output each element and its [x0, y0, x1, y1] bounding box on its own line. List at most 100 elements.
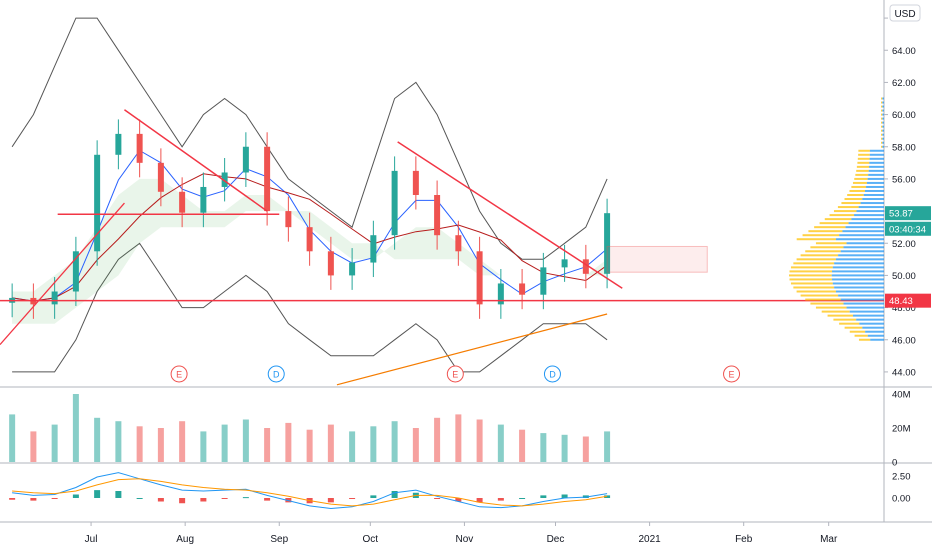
vp-bar-down [800, 294, 839, 297]
candle-body [285, 211, 292, 228]
vp-bar-up [869, 149, 884, 152]
macd-histogram-bar [327, 498, 334, 503]
candle-body [115, 133, 122, 155]
candle-body [242, 146, 249, 173]
trendline-down-1 [124, 109, 268, 212]
price-tick-label: 64.00 [892, 46, 916, 57]
vp-bar-down [819, 222, 849, 225]
price-tick-label: 52.00 [892, 239, 916, 250]
event-marker-e[interactable]: E [723, 365, 741, 383]
candle-body [561, 259, 568, 268]
volume-bar [497, 424, 504, 462]
vp-bar-down [881, 133, 883, 136]
vp-bar-up [835, 290, 884, 293]
candle-body [476, 251, 483, 305]
macd-histogram-bar [94, 490, 101, 498]
vp-bar-up [845, 226, 884, 229]
macd-histogram-bar [540, 495, 547, 498]
vp-bar-down [852, 181, 867, 184]
macd-histogram-bar [9, 498, 16, 500]
price-tick-label: 62.00 [892, 78, 916, 89]
vp-bar-down [855, 173, 869, 176]
vp-bar-down [844, 326, 863, 329]
vp-bar-up [882, 109, 884, 112]
vp-bar-down [789, 270, 833, 273]
vp-bar-down [849, 330, 866, 333]
macd-histogram-bar [115, 491, 122, 498]
candle-body [306, 227, 313, 252]
vp-bar-down [827, 314, 853, 317]
vp-bar-down [881, 117, 883, 120]
vp-bar-down [805, 250, 841, 253]
vp-bar-down [881, 109, 883, 112]
candle-body [221, 172, 228, 187]
time-tick-label: Feb [735, 534, 753, 545]
volume-bar [51, 424, 58, 462]
vp-bar-down [881, 125, 883, 128]
vp-bar-up [882, 141, 884, 144]
vp-bar-up [840, 298, 884, 301]
vp-bar-down [849, 189, 865, 192]
macd-histogram-bar [157, 498, 164, 502]
vp-bar-up [843, 246, 884, 249]
macd-tick-label: 2.50 [892, 472, 911, 483]
currency-badge[interactable]: USD [889, 4, 921, 22]
macd-histogram-bar [476, 498, 483, 503]
vp-bar-down [881, 97, 883, 100]
vp-bar-up [882, 105, 884, 108]
vp-bar-down [793, 286, 835, 289]
price-tag-label: 53.87 [889, 209, 913, 220]
trendlines [0, 109, 884, 346]
macd-tick-label: 0.00 [892, 494, 911, 505]
macd-histogram-bar [51, 498, 58, 499]
vp-bar-down [851, 185, 867, 188]
vp-bar-up [858, 206, 884, 209]
vp-bar-down [881, 105, 883, 108]
event-marker-d[interactable]: D [267, 365, 285, 383]
vp-bar-up [882, 137, 884, 140]
volume-tick-label: 0 [892, 458, 897, 469]
volume-profile [789, 97, 884, 341]
event-marker-label: E [452, 370, 458, 380]
vp-bar-up [869, 165, 884, 168]
candle-body [370, 235, 377, 263]
macd-histogram-bar [221, 498, 228, 499]
candle-body [200, 186, 207, 213]
vp-bar-down [810, 302, 844, 305]
vp-bar-up [834, 286, 884, 289]
time-tick-label: Jul [85, 534, 98, 545]
vp-bar-up [882, 113, 884, 116]
price-tag: 48.43 [885, 293, 931, 308]
event-marker-label: E [176, 370, 182, 380]
vp-bar-down [793, 262, 835, 265]
event-marker-d[interactable]: D [543, 365, 561, 383]
target-zone [606, 245, 708, 273]
macd-histogram-bar [497, 498, 504, 501]
candle-body [434, 195, 441, 236]
candlestick-series [9, 119, 611, 319]
vp-bar-up [870, 338, 884, 341]
volume-tick-label: 20M [892, 424, 911, 435]
vp-bar-down [808, 230, 843, 233]
upper-band [11, 17, 608, 260]
price-tick-label: 60.00 [892, 110, 916, 121]
price-tag-label: 48.43 [889, 296, 913, 307]
vp-bar-up [839, 234, 884, 237]
vp-bar-up [868, 173, 884, 176]
vp-bar-down [847, 194, 864, 196]
price-tick-label: 44.00 [892, 367, 916, 378]
event-marker-e[interactable]: E [446, 365, 464, 383]
vp-bar-up [860, 202, 884, 205]
vp-bar-up [869, 161, 884, 164]
vp-bar-down [858, 153, 870, 156]
candle-body [157, 162, 164, 192]
vp-bar-down [881, 145, 883, 148]
price-tag: 53.87 [885, 206, 931, 221]
event-marker-circle [446, 365, 464, 383]
ma-long [336, 313, 608, 386]
volume-bar [306, 429, 313, 462]
macd-histogram-bar [391, 491, 398, 498]
vp-bar-down [789, 274, 832, 277]
event-marker-e[interactable]: E [170, 365, 188, 383]
